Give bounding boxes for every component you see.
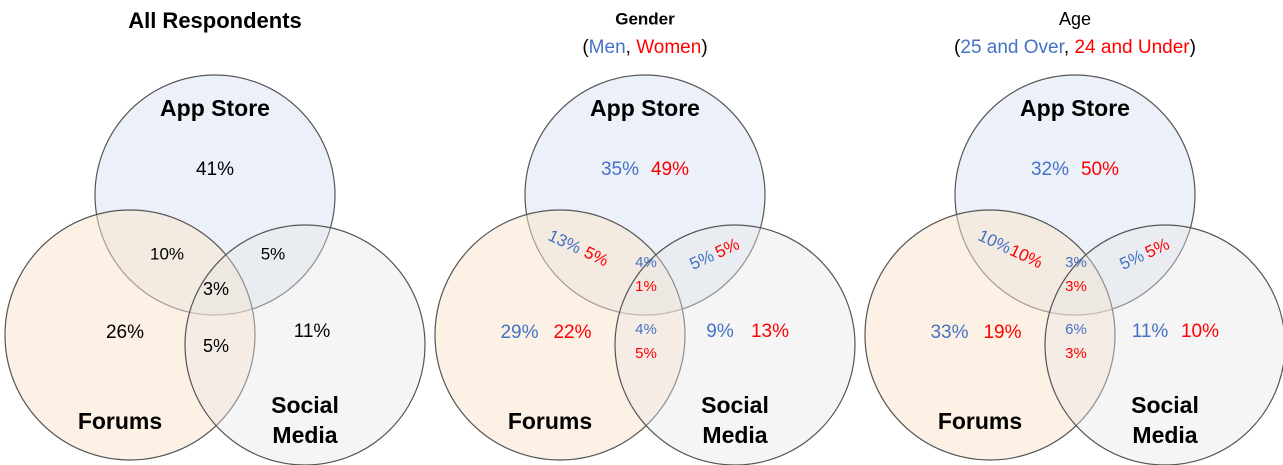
region-value: 3% [1065,254,1087,271]
subtitle-part: ) [1190,37,1196,58]
set-label: Social [271,392,339,418]
region-value: 10% [150,244,184,263]
region-value: 6% [1065,321,1087,338]
panel-title: Age [1059,9,1091,29]
region-value: 5% [261,244,286,263]
venn-panel: All Respondents App Store Forums Social Medi… [4,8,426,465]
region-app-forums: 10% [150,244,184,263]
region-forums-social: 5% [203,336,229,356]
region-value: 50% [1081,159,1119,180]
region-value: 49% [651,159,689,180]
set-label: App Store [160,95,270,121]
set-label: App Store [1020,95,1130,121]
region-value: 5% [635,345,657,362]
circle-forums [864,209,1116,461]
panel-title: All Respondents [128,8,302,33]
circle-social-media [1044,224,1283,465]
region-all: 4%1% [635,254,657,295]
region-forums-social: 4%5% [635,321,657,362]
region-value: 29% [500,322,538,343]
subtitle-part: ( [582,37,589,58]
set-label: Forums [78,408,162,434]
set-label: App Store [590,95,700,121]
region-value: 33% [930,322,968,343]
set-label: Forums [938,408,1022,434]
region-value: 1% [635,278,657,295]
region-value: 3% [203,279,229,299]
region-app-social: 5% [261,244,286,263]
region-value: 10% [1181,321,1219,342]
region-forums-social: 6%3% [1065,321,1087,362]
region-value: 3% [1065,345,1087,362]
venn-panel: Age (25 and Over, 24 and Under) App Store F… [864,9,1283,465]
panel-subtitle: (Men, Women) [582,37,707,58]
circle-social-media [614,224,856,465]
region-value: 22% [553,322,591,343]
region-app: 32% 50% [1031,159,1119,180]
subtitle-part: 24 and Under [1074,37,1190,58]
panel-title: Gender [615,9,675,28]
region-value: 32% [1031,159,1069,180]
region-value: 4% [635,321,657,338]
region-value: 3% [1065,278,1087,295]
circle-social-media [184,224,426,465]
subtitle-part: , [1064,37,1075,58]
set-label: Media [1132,422,1197,448]
set-label: Forums [508,408,592,434]
panel-subtitle: (25 and Over, 24 and Under) [954,37,1196,58]
region-value: 19% [983,322,1021,343]
region-value: 26% [106,322,144,343]
region-forums: 26% [106,322,144,343]
region-value: 11% [1132,321,1169,342]
region-forums: 33% 19% [930,322,1021,343]
region-social: 11% 10% [1132,321,1219,342]
region-all: 3% [203,279,229,299]
region-value: 13% [751,321,789,342]
set-label: Media [702,422,767,448]
region-value: 35% [601,159,639,180]
venn-panel: Gender (Men, Women) App Store Forums Social M… [434,9,856,465]
subtitle-part: 25 and Over [960,37,1065,58]
set-label: Media [272,422,337,448]
region-app: 41% [196,159,234,180]
region-value: 11% [294,321,331,342]
circle-forums [4,209,256,461]
subtitle-part: ) [701,37,707,58]
region-value: 4% [635,254,657,271]
subtitle-part: , [626,37,637,58]
region-value: 5% [203,336,229,356]
region-social: 11% [294,321,331,342]
subtitle-part: Women [636,37,701,58]
circle-forums [434,209,686,461]
region-value: 9% [706,321,734,342]
region-all: 3%3% [1065,254,1087,295]
region-forums: 29% 22% [500,322,591,343]
subtitle-part: Men [589,37,626,58]
region-app: 35% 49% [601,159,689,180]
subtitle-part: ( [954,37,961,58]
region-social: 9% 13% [706,321,789,342]
region-value: 41% [196,159,234,180]
set-label: Social [701,392,769,418]
set-label: Social [1131,392,1199,418]
